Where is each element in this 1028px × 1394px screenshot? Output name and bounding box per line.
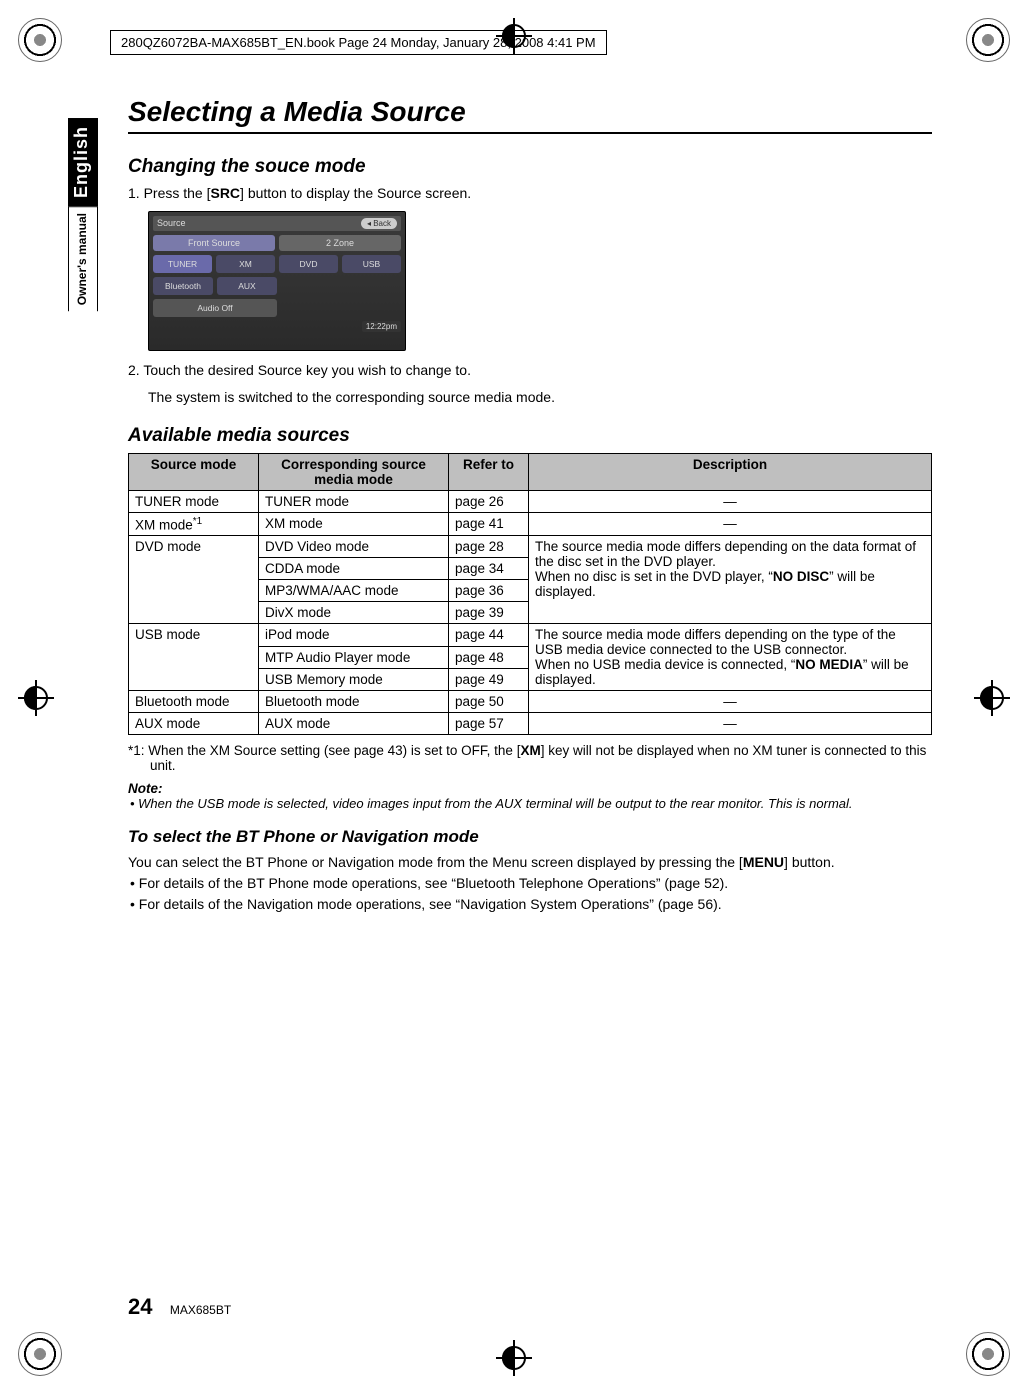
cell: AUX mode (129, 713, 259, 735)
table-row: Bluetooth mode Bluetooth mode page 50 — (129, 691, 932, 713)
step-text: 1. Press the [ (128, 185, 210, 201)
cell: page 48 (449, 646, 529, 668)
cell: DVD Video mode (259, 536, 449, 558)
cell: — (529, 512, 932, 536)
src-btn-aux[interactable]: AUX (217, 277, 277, 295)
registration-mark (496, 1340, 532, 1376)
menu-label: MENU (743, 854, 784, 870)
tab-2zone[interactable]: 2 Zone (279, 235, 401, 251)
sources-table: Source mode Corresponding source media m… (128, 453, 932, 736)
cell: TUNER mode (129, 490, 259, 512)
crop-mark (18, 18, 62, 62)
cell: USB mode (129, 624, 259, 691)
bt-intro-text: You can select the BT Phone or Navigatio… (128, 854, 743, 870)
cell: XM mode*1 (129, 512, 259, 536)
src-btn-dvd[interactable]: DVD (279, 255, 338, 273)
crop-mark (966, 18, 1010, 62)
bullet-bt-phone: • For details of the BT Phone mode opera… (128, 874, 932, 893)
cell: TUNER mode (259, 490, 449, 512)
bullet-navigation: • For details of the Navigation mode ope… (128, 895, 932, 914)
registration-mark (18, 680, 54, 716)
cell: page 50 (449, 691, 529, 713)
cell: page 57 (449, 713, 529, 735)
table-row: DVD mode DVD Video mode page 28 The sour… (129, 536, 932, 558)
source-screen-figure: Source ◂ Back Front Source 2 Zone TUNER … (148, 211, 406, 351)
crop-mark (966, 1332, 1010, 1376)
cell-text: XM mode (135, 517, 193, 532)
cell: AUX mode (259, 713, 449, 735)
cell: The source media mode differs depending … (529, 624, 932, 691)
step-text: ] button to display the Source screen. (240, 185, 471, 201)
heading-changing-source: Changing the souce mode (128, 156, 932, 178)
cell-bold: NO DISC (773, 569, 829, 584)
clock: 12:22pm (362, 321, 401, 332)
cell: — (529, 713, 932, 735)
model-number: MAX685BT (170, 1303, 231, 1317)
audio-off-button[interactable]: Audio Off (153, 299, 277, 317)
cell: USB Memory mode (259, 668, 449, 690)
cell: DivX mode (259, 602, 449, 624)
cell: Bluetooth mode (259, 691, 449, 713)
table-row: TUNER mode TUNER mode page 26 — (129, 490, 932, 512)
bt-intro: You can select the BT Phone or Navigatio… (128, 853, 932, 872)
step-2-sub: The system is switched to the correspond… (128, 388, 932, 407)
footnote: *1: When the XM Source setting (see page… (128, 743, 932, 773)
heading-bt-phone-nav: To select the BT Phone or Navigation mod… (128, 827, 932, 847)
cell: Bluetooth mode (129, 691, 259, 713)
cell: The source media mode differs depending … (529, 536, 932, 624)
tab-front-source[interactable]: Front Source (153, 235, 275, 251)
heading-available-sources: Available media sources (128, 425, 932, 447)
cell: — (529, 691, 932, 713)
cell: page 44 (449, 624, 529, 646)
registration-mark (974, 680, 1010, 716)
sidebar-language: English (68, 118, 98, 206)
back-button[interactable]: ◂ Back (361, 218, 397, 229)
src-btn-bluetooth[interactable]: Bluetooth (153, 277, 213, 295)
page-number: 24 (128, 1294, 152, 1319)
cell-bold: NO MEDIA (795, 657, 863, 672)
bt-intro-text: ] button. (784, 854, 835, 870)
cell: page 28 (449, 536, 529, 558)
table-row: XM mode*1 XM mode page 41 — (129, 512, 932, 536)
crop-mark (18, 1332, 62, 1376)
cell: DVD mode (129, 536, 259, 624)
step-1: 1. Press the [SRC] button to display the… (128, 184, 932, 203)
note-body: • When the USB mode is selected, video i… (128, 796, 932, 813)
table-row: AUX mode AUX mode page 57 — (129, 713, 932, 735)
cell: page 26 (449, 490, 529, 512)
cell: page 34 (449, 558, 529, 580)
cell: page 41 (449, 512, 529, 536)
cell: XM mode (259, 512, 449, 536)
src-label: SRC (210, 185, 240, 201)
footnote-bold: XM (520, 743, 540, 758)
sidebar-owner: Owner's manual (68, 206, 98, 311)
cell: MTP Audio Player mode (259, 646, 449, 668)
src-btn-tuner[interactable]: TUNER (153, 255, 212, 273)
th-refer-to: Refer to (449, 453, 529, 490)
src-btn-xm[interactable]: XM (216, 255, 275, 273)
th-source-mode: Source mode (129, 453, 259, 490)
th-description: Description (529, 453, 932, 490)
cell: page 49 (449, 668, 529, 690)
page-title: Selecting a Media Source (128, 96, 932, 134)
src-btn-usb[interactable]: USB (342, 255, 401, 273)
footnote-text: *1: When the XM Source setting (see page… (128, 743, 520, 758)
cell-sup: *1 (193, 516, 202, 527)
cell: iPod mode (259, 624, 449, 646)
cell: CDDA mode (259, 558, 449, 580)
th-media-mode: Corresponding source media mode (259, 453, 449, 490)
sidebar: English Owner's manual (68, 118, 98, 311)
cell: page 36 (449, 580, 529, 602)
cell: — (529, 490, 932, 512)
cell: MP3/WMA/AAC mode (259, 580, 449, 602)
cell: page 39 (449, 602, 529, 624)
screen-title: Source (157, 218, 186, 228)
step-2: 2. Touch the desired Source key you wish… (128, 361, 932, 380)
note-header: Note: (128, 781, 932, 796)
print-header: 280QZ6072BA-MAX685BT_EN.book Page 24 Mon… (110, 30, 607, 55)
table-row: USB mode iPod mode page 44 The source me… (129, 624, 932, 646)
page-footer: 24 MAX685BT (128, 1294, 231, 1320)
